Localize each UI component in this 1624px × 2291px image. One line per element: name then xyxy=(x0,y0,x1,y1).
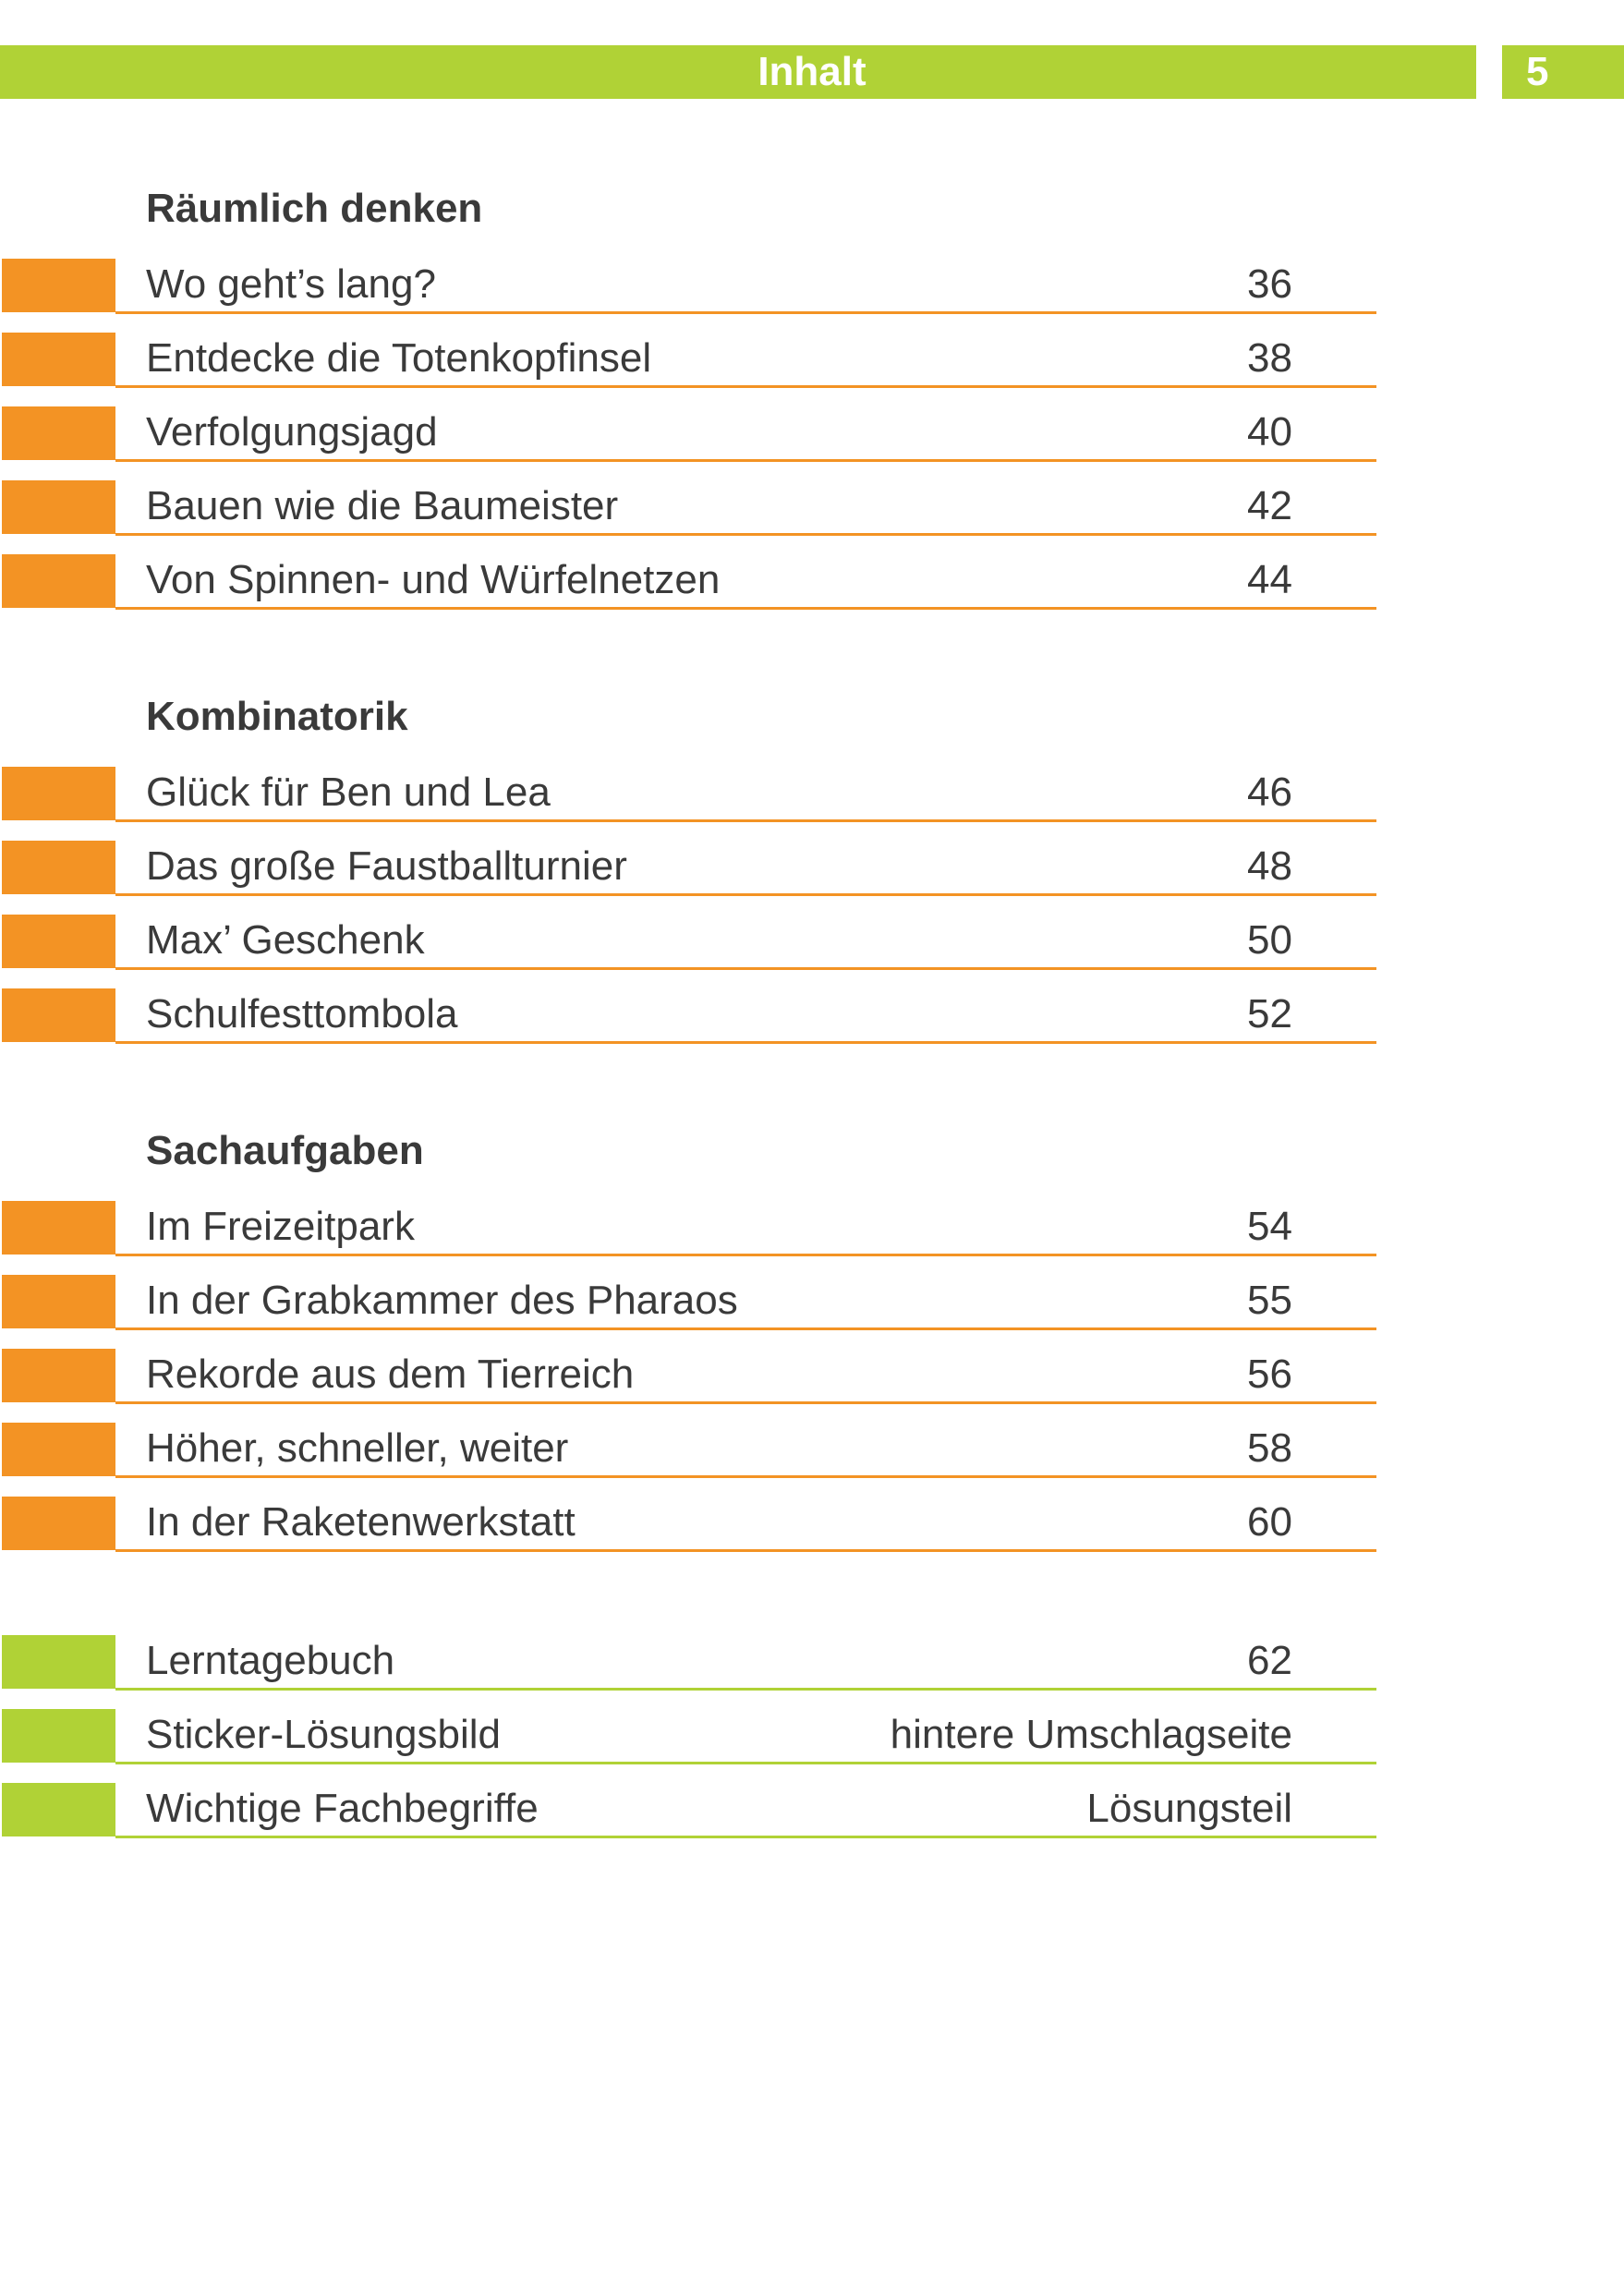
page-title: Inhalt xyxy=(757,49,867,94)
entry-page: 36 xyxy=(1247,261,1292,307)
entry-title: Lerntagebuch xyxy=(146,1638,395,1683)
entry-title: Schulfesttombola xyxy=(146,991,458,1036)
entry-page: 55 xyxy=(1247,1278,1292,1323)
toc-entry[interactable]: Entdecke die Totenkopfinsel 38 xyxy=(0,333,1376,388)
entry-title: Glück für Ben und Lea xyxy=(146,770,551,815)
section-heading: Räumlich denken xyxy=(146,186,483,231)
entry-page: 50 xyxy=(1247,917,1292,963)
entry-rule xyxy=(115,1041,1376,1044)
entry-rule xyxy=(115,1254,1376,1256)
entry-marker xyxy=(2,554,115,608)
entry-marker xyxy=(2,1275,115,1328)
entry-page: 48 xyxy=(1247,843,1292,889)
toc-entry[interactable]: Lerntagebuch 62 xyxy=(0,1635,1376,1691)
entry-page: 56 xyxy=(1247,1352,1292,1397)
entry-rule xyxy=(115,311,1376,314)
entry-page: 42 xyxy=(1247,483,1292,528)
toc-entry[interactable]: Im Freizeitpark 54 xyxy=(0,1201,1376,1256)
entry-title: Rekorde aus dem Tierreich xyxy=(146,1352,635,1397)
entry-marker xyxy=(2,1497,115,1550)
entry-rule xyxy=(115,459,1376,462)
entry-rule xyxy=(115,1762,1376,1764)
entry-rule xyxy=(115,819,1376,822)
entry-marker xyxy=(2,1349,115,1402)
entry-title: Von Spinnen- und Würfelnetzen xyxy=(146,557,721,602)
entry-marker xyxy=(2,841,115,894)
toc-entry[interactable]: Max’ Geschenk 50 xyxy=(0,915,1376,970)
entry-marker xyxy=(2,915,115,968)
entry-page: 38 xyxy=(1247,335,1292,381)
entry-rule xyxy=(115,1836,1376,1838)
entry-marker xyxy=(2,988,115,1042)
entry-rule xyxy=(115,967,1376,970)
entry-page: 40 xyxy=(1247,409,1292,455)
entry-title: Das große Faustballturnier xyxy=(146,843,627,889)
entry-marker xyxy=(2,259,115,312)
entry-title: Höher, schneller, weiter xyxy=(146,1425,569,1471)
entry-title: Wo geht’s lang? xyxy=(146,261,436,307)
entry-rule xyxy=(115,385,1376,388)
toc-entry[interactable]: Glück für Ben und Lea 46 xyxy=(0,767,1376,822)
toc-entry[interactable]: Von Spinnen- und Würfelnetzen 44 xyxy=(0,554,1376,610)
toc-entry[interactable]: Rekorde aus dem Tierreich 56 xyxy=(0,1349,1376,1404)
entry-marker xyxy=(2,1635,115,1689)
toc-entry[interactable]: Höher, schneller, weiter 58 xyxy=(0,1423,1376,1478)
entry-rule xyxy=(115,607,1376,610)
toc-entry[interactable]: Wichtige Fachbegriffe Lösungsteil xyxy=(0,1783,1376,1838)
entry-page: 52 xyxy=(1247,991,1292,1036)
toc-entry[interactable]: Verfolgungsjagd 40 xyxy=(0,406,1376,462)
entry-page: hintere Umschlagseite xyxy=(890,1712,1292,1757)
toc-entry[interactable]: Sticker-Lösungsbild hintere Umschlagseit… xyxy=(0,1709,1376,1764)
entry-title: Sticker-Lösungsbild xyxy=(146,1712,501,1757)
section-heading: Kombinatorik xyxy=(146,694,408,739)
header-bar: Inhalt xyxy=(0,45,1476,99)
toc-entry[interactable]: Wo geht’s lang? 36 xyxy=(0,259,1376,314)
entry-page: 60 xyxy=(1247,1499,1292,1545)
entry-rule xyxy=(115,1549,1376,1552)
entry-rule xyxy=(115,533,1376,536)
entry-title: Max’ Geschenk xyxy=(146,917,425,963)
entry-title: Wichtige Fachbegriffe xyxy=(146,1786,539,1831)
entry-page: Lösungsteil xyxy=(1086,1786,1292,1831)
entry-page: 46 xyxy=(1247,770,1292,815)
entry-title: Bauen wie die Baumeister xyxy=(146,483,619,528)
toc-entry[interactable]: Das große Faustballturnier 48 xyxy=(0,841,1376,896)
entry-page: 44 xyxy=(1247,557,1292,602)
toc-entry[interactable]: In der Grabkammer des Pharaos 55 xyxy=(0,1275,1376,1330)
entry-title: In der Raketenwerkstatt xyxy=(146,1499,576,1545)
entry-rule xyxy=(115,1688,1376,1691)
entry-marker xyxy=(2,1201,115,1255)
entry-marker xyxy=(2,333,115,386)
entry-rule xyxy=(115,1327,1376,1330)
entry-page: 62 xyxy=(1247,1638,1292,1683)
section-heading: Sachaufgaben xyxy=(146,1128,424,1173)
entry-title: Entdecke die Totenkopfinsel xyxy=(146,335,652,381)
entry-page: 58 xyxy=(1247,1425,1292,1471)
entry-marker xyxy=(2,1709,115,1763)
page-number: 5 xyxy=(1526,49,1549,94)
toc-entry[interactable]: Schulfesttombola 52 xyxy=(0,988,1376,1044)
entry-title: In der Grabkammer des Pharaos xyxy=(146,1278,738,1323)
entry-page: 54 xyxy=(1247,1204,1292,1249)
entry-rule xyxy=(115,893,1376,896)
entry-marker xyxy=(2,406,115,460)
entry-title: Verfolgungsjagd xyxy=(146,409,438,455)
toc-entry[interactable]: In der Raketenwerkstatt 60 xyxy=(0,1497,1376,1552)
entry-title: Im Freizeitpark xyxy=(146,1204,415,1249)
entry-rule xyxy=(115,1401,1376,1404)
entry-marker xyxy=(2,767,115,820)
toc-entry[interactable]: Bauen wie die Baumeister 42 xyxy=(0,480,1376,536)
entry-rule xyxy=(115,1475,1376,1478)
entry-marker xyxy=(2,1423,115,1476)
page-number-box: 5 xyxy=(1502,45,1624,99)
entry-marker xyxy=(2,1783,115,1836)
entry-marker xyxy=(2,480,115,534)
